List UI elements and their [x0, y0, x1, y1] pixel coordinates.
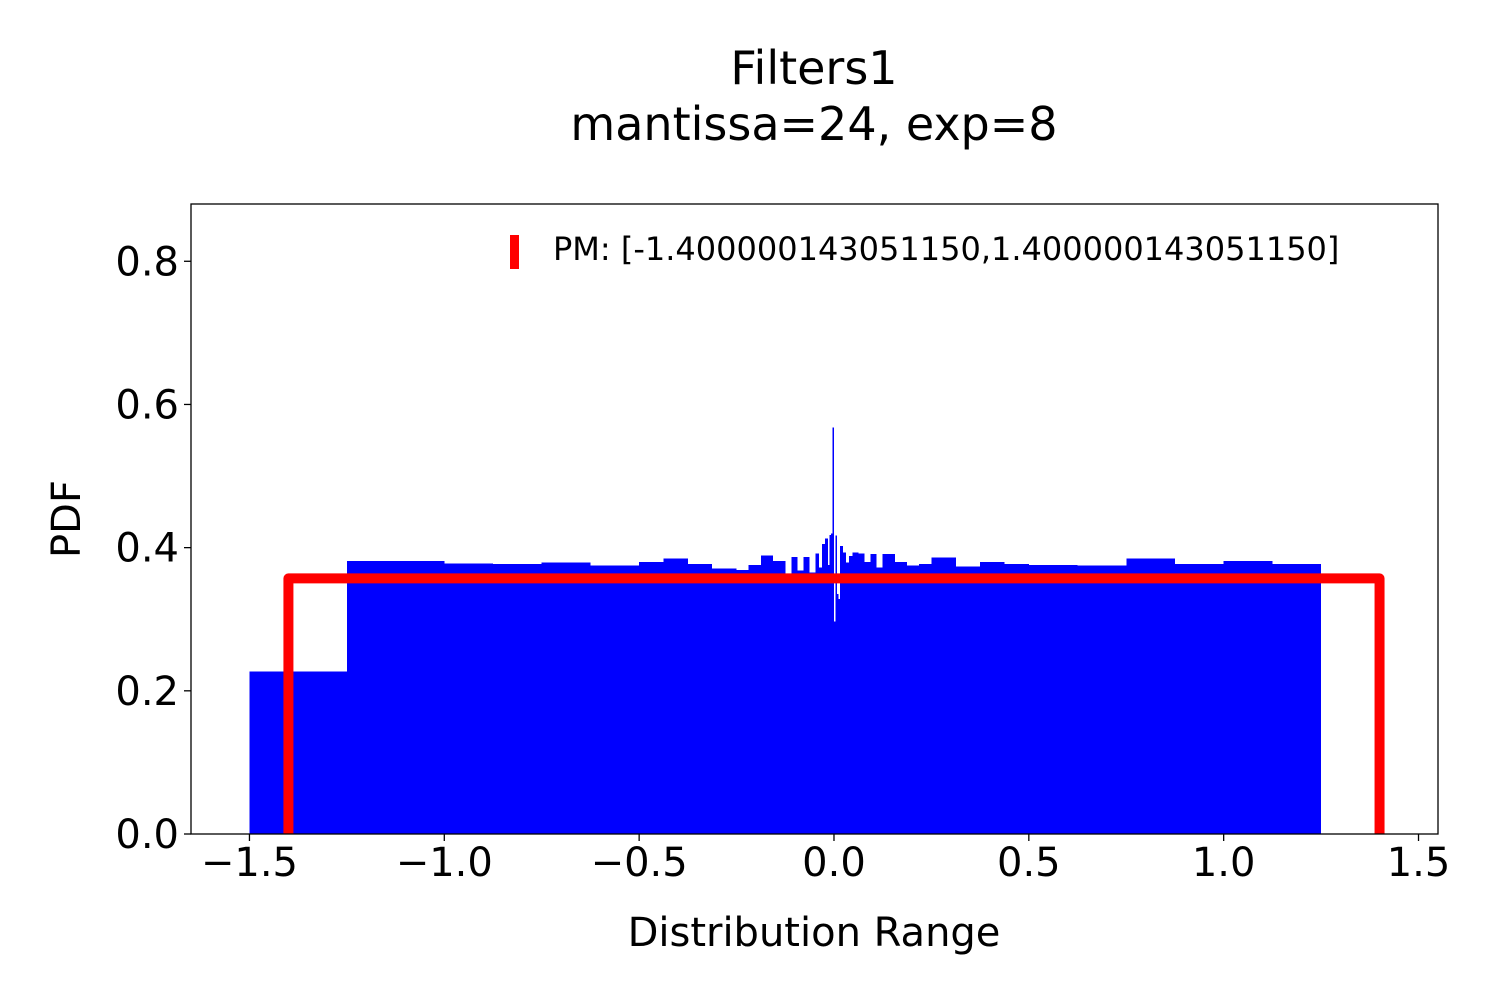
histogram-bar: [346, 561, 445, 834]
y-axis-label: PDF: [44, 480, 90, 558]
y-tick-label: 0.8: [115, 239, 179, 285]
histogram-bar: [797, 570, 804, 834]
histogram-bar: [876, 567, 883, 834]
histogram-bar: [815, 553, 819, 834]
histogram-bar: [840, 546, 844, 834]
histogram-bar: [541, 562, 591, 834]
histogram-bar: [882, 554, 895, 834]
x-tick-label: −1.0: [396, 840, 493, 886]
histogram-bar: [803, 556, 810, 834]
histogram-bar: [858, 553, 865, 834]
histogram-bar: [639, 561, 664, 834]
histogram-bar: [1272, 564, 1322, 834]
y-tick-label: 0.2: [115, 669, 179, 715]
histogram-bar: [1174, 564, 1224, 834]
x-tick-label: −0.5: [591, 840, 688, 886]
histogram-bar: [760, 555, 774, 834]
y-tick-label: 0.6: [115, 382, 179, 428]
legend: PM: [-1.400000143051150,1.40000014305115…: [510, 230, 1339, 269]
histogram-bar: [809, 572, 816, 834]
histogram-bar: [894, 561, 908, 834]
x-tick-label: 0.0: [802, 840, 866, 886]
histogram-bar: [663, 558, 688, 834]
histogram-bar: [824, 538, 828, 834]
histogram-bar: [748, 564, 761, 834]
histogram-bar: [1004, 564, 1029, 834]
histogram-bar: [832, 427, 834, 834]
histogram-bar: [846, 562, 850, 834]
legend-label: PM: [-1.400000143051150,1.40000014305115…: [553, 230, 1339, 268]
histogram-bar: [907, 565, 920, 834]
pm-series-line: [283, 573, 1385, 834]
histogram-bar: [837, 594, 839, 834]
histogram-bar: [1077, 565, 1127, 834]
histogram-bar: [1126, 558, 1175, 834]
histogram-bar: [493, 564, 542, 834]
histogram-bar: [590, 565, 640, 834]
histogram-bar: [827, 564, 830, 834]
histogram-bar: [791, 556, 798, 834]
chart-title: Filters1: [730, 41, 897, 95]
histogram-bar: [444, 563, 494, 834]
histogram-bar: [773, 561, 786, 834]
histogram-bar: [852, 552, 859, 834]
histogram-bar: [870, 554, 877, 834]
histogram-bar: [931, 557, 956, 834]
histogram-bar: [818, 567, 822, 834]
histogram-bar: [838, 599, 841, 834]
y-tick-label: 0.0: [115, 812, 179, 858]
legend-swatch: [510, 235, 519, 269]
x-tick-label: 1.0: [1192, 840, 1256, 886]
y-axis: 0.0 0.2 0.4 0.6 0.8: [115, 239, 191, 858]
histogram-bar: [835, 535, 838, 834]
histogram-bar: [849, 556, 853, 834]
histogram-bar: [736, 569, 749, 834]
histogram-bar: [833, 621, 836, 834]
x-axis: −1.5 −1.0 −0.5 0.0 0.5 1.0 1.5: [201, 834, 1450, 886]
series-lines: [283, 573, 1385, 834]
histogram-bar: [1223, 561, 1273, 834]
histogram-bar: [821, 544, 825, 834]
histogram-bar: [864, 561, 871, 834]
x-tick-label: 1.5: [1387, 840, 1451, 886]
x-tick-label: 0.5: [997, 840, 1061, 886]
histogram-bar: [1028, 564, 1078, 834]
histogram-bar: [955, 566, 981, 834]
y-tick-label: 0.4: [115, 526, 179, 572]
histogram-bars: [249, 427, 1322, 834]
histogram-bar: [980, 561, 1005, 834]
histogram-bar: [249, 671, 347, 834]
histogram-bar: [829, 534, 831, 834]
x-axis-label: Distribution Range: [628, 910, 1001, 956]
histogram-bar: [687, 564, 713, 834]
histogram-bar: [712, 568, 737, 834]
histogram-bar: [843, 552, 847, 834]
chart-subtitle: mantissa=24, exp=8: [570, 97, 1057, 151]
histogram-bar: [785, 574, 792, 834]
x-tick-label: −1.5: [201, 840, 298, 886]
histogram-bar: [830, 533, 833, 834]
plot-frame: [190, 203, 1439, 835]
histogram-bar: [919, 564, 932, 834]
